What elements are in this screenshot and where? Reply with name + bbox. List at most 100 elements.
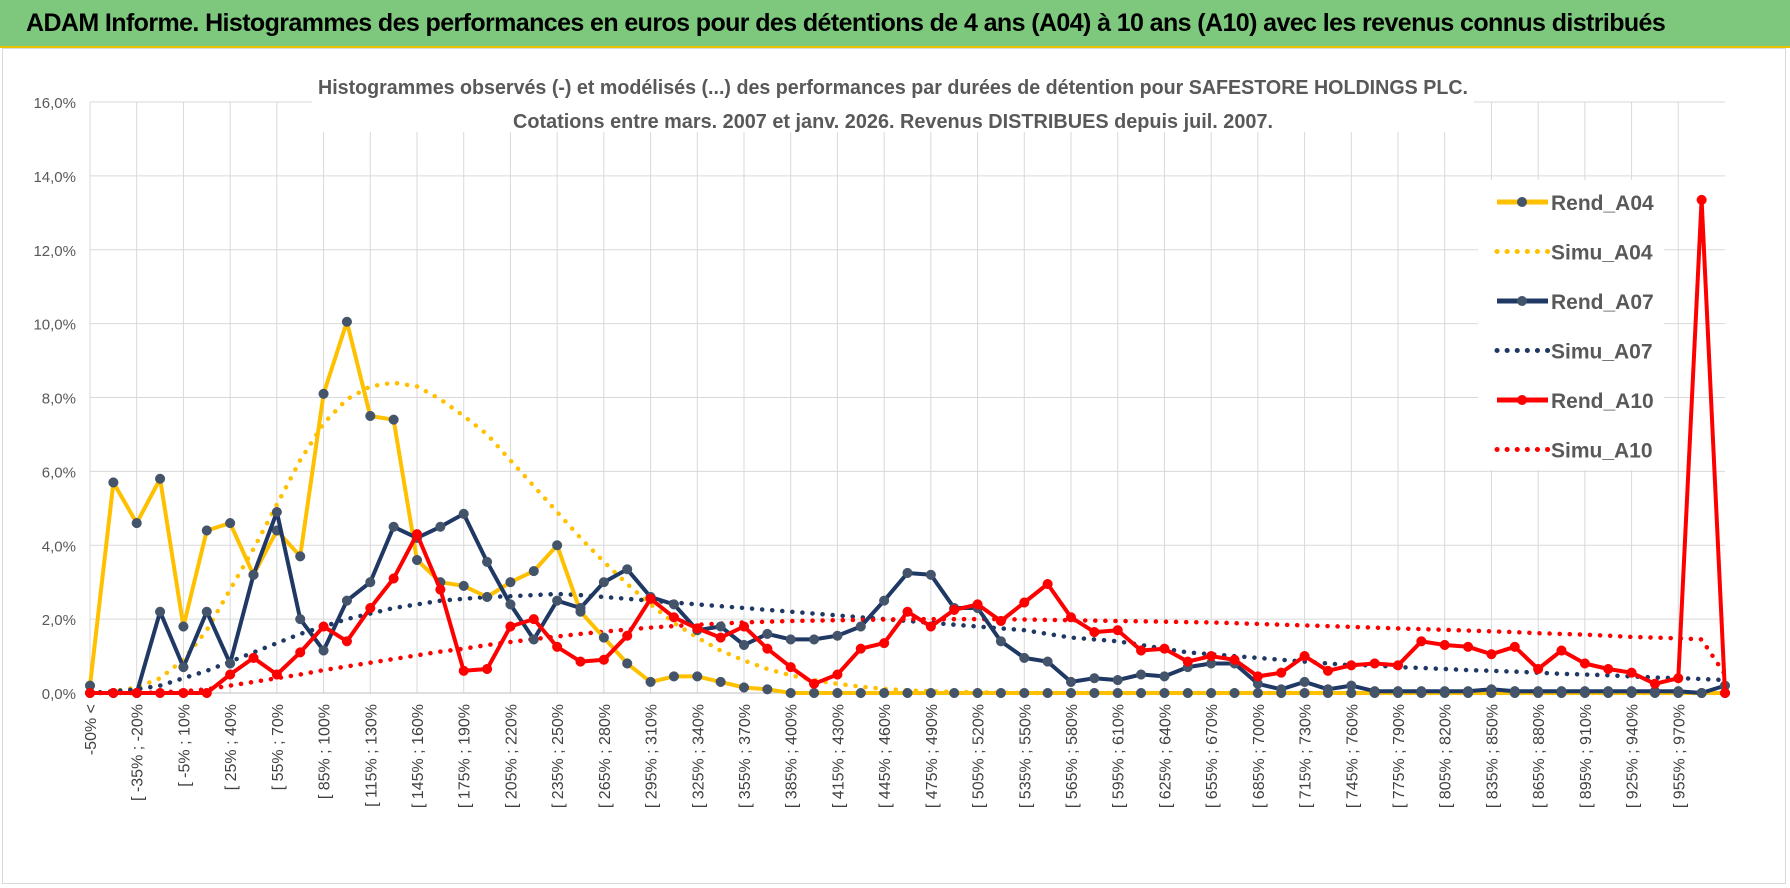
data-point: [715, 621, 726, 632]
x-tick-label: [ 715% ; 730%: [1298, 704, 1315, 808]
x-tick-label: [ 475% ; 490%: [924, 704, 941, 808]
x-tick-label: [ 625% ; 640%: [1157, 704, 1174, 808]
series-line: [87, 616, 1728, 696]
data-point: [1182, 656, 1193, 667]
y-tick-label: 8,0%: [42, 391, 76, 408]
data-point: [972, 687, 983, 699]
y-axis: 0,0% 2,0% 4,0% 6,0% 8,0% 10,0% 12,0% 14,0% 16,0%: [33, 95, 76, 703]
data-point: [879, 595, 890, 606]
data-point: [832, 687, 843, 699]
data-point: [201, 525, 212, 536]
x-tick-label: [ 445% ; 460%: [877, 704, 894, 808]
data-point: [1579, 658, 1590, 669]
data-point: [879, 687, 890, 699]
data-point: [365, 602, 376, 614]
title-background: [312, 66, 1474, 132]
data-point: [1019, 687, 1030, 699]
x-tick-label: [ 85% ; 100%: [317, 704, 334, 799]
data-point: [949, 604, 960, 615]
data-point: [949, 687, 960, 699]
y-tick-label: 12,0%: [33, 243, 76, 260]
data-point: [1136, 669, 1147, 680]
x-tick-label: [ 115% ; 130%: [363, 704, 380, 807]
data-point: [692, 623, 703, 634]
data-point: [435, 584, 446, 595]
data-point: [1696, 687, 1707, 699]
data-point: [995, 687, 1006, 699]
data-point: [1369, 686, 1380, 697]
data-point: [738, 682, 750, 693]
data-point: [902, 567, 913, 579]
data-point: [1439, 639, 1450, 651]
data-point: [1626, 667, 1637, 678]
data-point: [411, 554, 423, 566]
data-point: [575, 656, 586, 667]
x-axis: -50% < [ -35% ; -20% [ -5% ; 10% [ 25% ; 40…: [83, 692, 1725, 808]
data-point: [1229, 687, 1240, 699]
data-point: [668, 671, 679, 682]
data-point: [1299, 676, 1310, 687]
x-tick-label: [ 955% ; 970%: [1671, 704, 1688, 808]
data-point: [271, 669, 282, 680]
data-point: [411, 529, 423, 540]
data-point: [1439, 686, 1450, 697]
data-point: [225, 669, 236, 680]
y-tick-label: 4,0%: [42, 538, 76, 555]
x-tick-label: [ -35% ; -20%: [130, 704, 147, 801]
data-point: [925, 687, 936, 699]
data-point: [1486, 684, 1497, 695]
data-point: [178, 662, 189, 673]
data-point: [598, 632, 609, 643]
x-tick-label: [ 175% ; 190%: [457, 704, 474, 808]
data-point: [762, 628, 773, 639]
data-point: [318, 645, 329, 656]
series-simu-a10: [87, 616, 1728, 696]
data-point: [1089, 687, 1100, 699]
data-point: [785, 687, 796, 699]
data-point: [832, 630, 843, 641]
data-point: [1603, 663, 1614, 675]
data-point: [622, 564, 633, 575]
series-simu-a07: [87, 591, 1728, 696]
y-tick-label: 2,0%: [42, 612, 76, 629]
x-tick-label: [ 685% ; 700%: [1251, 704, 1268, 808]
data-point: [715, 676, 726, 687]
data-point: [341, 595, 352, 606]
legend-item: Rend_A04: [1497, 192, 1654, 215]
data-point: [108, 687, 119, 699]
data-point: [1603, 686, 1614, 697]
data-point: [131, 518, 142, 529]
data-point: [738, 621, 750, 632]
data-point: [1626, 686, 1637, 697]
data-point: [1112, 675, 1123, 686]
header-banner: ADAM Informe. Histogrammes des performan…: [0, 0, 1790, 48]
data-point: [271, 506, 282, 518]
x-tick-label: [ -5% ; 10%: [176, 704, 193, 787]
data-point: [668, 599, 679, 610]
data-point: [738, 639, 750, 651]
data-point: [1299, 651, 1310, 662]
data-point: [365, 577, 376, 588]
x-tick-label: [ 535% ; 550%: [1017, 704, 1034, 808]
data-point: [1346, 680, 1357, 691]
data-point: [388, 414, 399, 425]
data-point: [1206, 687, 1217, 699]
data-point: [1322, 665, 1333, 676]
legend-item: Simu_A10: [1494, 440, 1653, 463]
data-point: [458, 665, 469, 676]
data-point: [108, 477, 119, 488]
x-tick-label: [ 385% ; 400%: [784, 704, 801, 808]
data-point: [925, 569, 936, 580]
data-point: [1322, 684, 1333, 695]
data-point: [1509, 686, 1520, 697]
data-point: [645, 676, 656, 687]
x-tick-label: [ 745% ; 760%: [1344, 704, 1361, 808]
chart-subtitle: Cotations entre mars. 2007 et janv. 2026…: [513, 111, 1273, 133]
data-point: [902, 606, 913, 617]
data-point: [809, 634, 820, 645]
data-point: [1089, 673, 1100, 684]
data-point: [388, 573, 399, 584]
data-point: [131, 687, 142, 699]
data-point: [341, 636, 352, 647]
